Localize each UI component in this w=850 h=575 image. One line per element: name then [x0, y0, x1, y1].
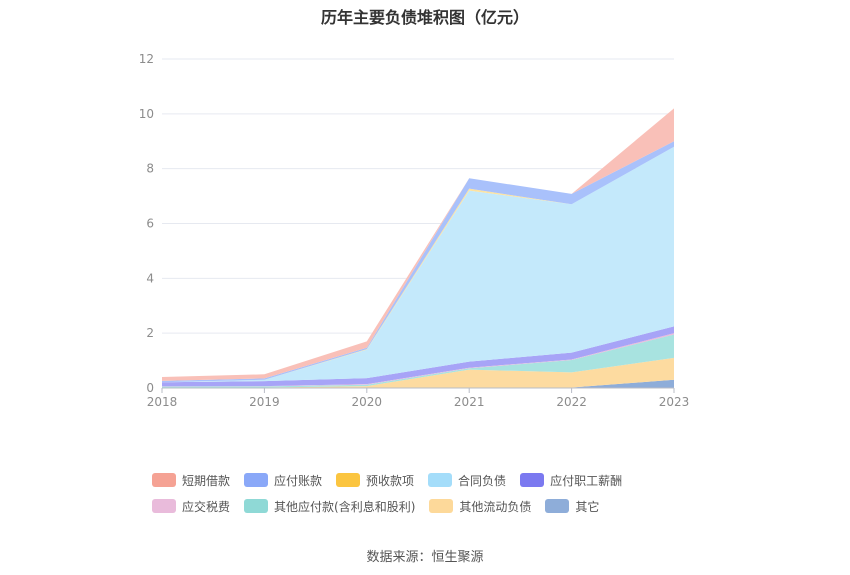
- x-tick-label: 2019: [249, 395, 280, 409]
- y-tick-label: 12: [139, 52, 154, 66]
- area-series-3: [162, 333, 674, 387]
- x-tick-label: 2018: [147, 395, 178, 409]
- legend-item[interactable]: 其它: [545, 498, 599, 514]
- area-series-0: [162, 379, 674, 388]
- legend: 短期借款 应付账款 预收款项 合同负债 应付职工薪酬应交税费 其他应付款(含利息和股利) 其…: [152, 472, 712, 514]
- legend-item[interactable]: 预收款项: [336, 472, 414, 488]
- legend-swatch: [520, 473, 545, 487]
- legend-label: 应付职工薪酬: [550, 473, 623, 488]
- legend-swatch: [428, 473, 453, 487]
- legend-swatch: [152, 473, 176, 487]
- y-tick-label: 6: [146, 217, 154, 231]
- y-tick-label: 2: [146, 326, 154, 340]
- legend-item[interactable]: 其他流动负债: [429, 498, 531, 514]
- legend-swatch: [152, 499, 176, 513]
- legend-label: 合同负债: [458, 473, 507, 488]
- y-tick-label: 10: [139, 107, 154, 121]
- legend-item[interactable]: 应付职工薪酬: [520, 472, 622, 488]
- legend-label: 其他流动负债: [459, 499, 532, 514]
- data-source-note: 数据来源：恒生聚源: [366, 550, 484, 565]
- legend-label: 应交税费: [182, 499, 231, 514]
- x-tick-label: 2023: [659, 395, 690, 409]
- x-tick-label: 2020: [352, 395, 383, 409]
- legend-label: 预收款项: [366, 473, 415, 488]
- chart-title: 历年主要负债堆积图（亿元）: [320, 8, 529, 27]
- axes: 0 2 4 6 8 10 12 2018 2019 2020 2021 2022 2023: [139, 52, 690, 409]
- legend-swatch: [545, 499, 570, 513]
- legend-item[interactable]: 其他应付款(含利息和股利): [244, 498, 415, 514]
- legend-item[interactable]: 应付账款: [244, 472, 322, 488]
- legend-label: 其他应付款(含利息和股利): [274, 499, 416, 514]
- legend-label: 短期借款: [182, 473, 231, 488]
- area-series-1: [162, 357, 674, 388]
- legend-swatch: [429, 499, 454, 513]
- legend-swatch: [244, 473, 269, 487]
- legend-swatch: [336, 473, 361, 487]
- legend-label: 应付账款: [274, 473, 323, 488]
- area-series: [162, 108, 674, 388]
- y-tick-label: 8: [146, 162, 154, 176]
- legend-item[interactable]: 合同负债: [428, 472, 506, 488]
- area-series-2: [162, 334, 674, 388]
- legend-item[interactable]: 短期借款: [152, 472, 230, 488]
- area-series-5: [162, 146, 674, 383]
- y-tick-label: 0: [146, 381, 154, 395]
- x-tick-label: 2022: [556, 395, 587, 409]
- x-tick-label: 2021: [454, 395, 485, 409]
- area-series-4: [162, 326, 674, 387]
- legend-label: 其它: [575, 499, 600, 514]
- y-tick-label: 4: [146, 271, 154, 285]
- legend-swatch: [244, 499, 269, 513]
- legend-item[interactable]: 应交税费: [152, 498, 230, 514]
